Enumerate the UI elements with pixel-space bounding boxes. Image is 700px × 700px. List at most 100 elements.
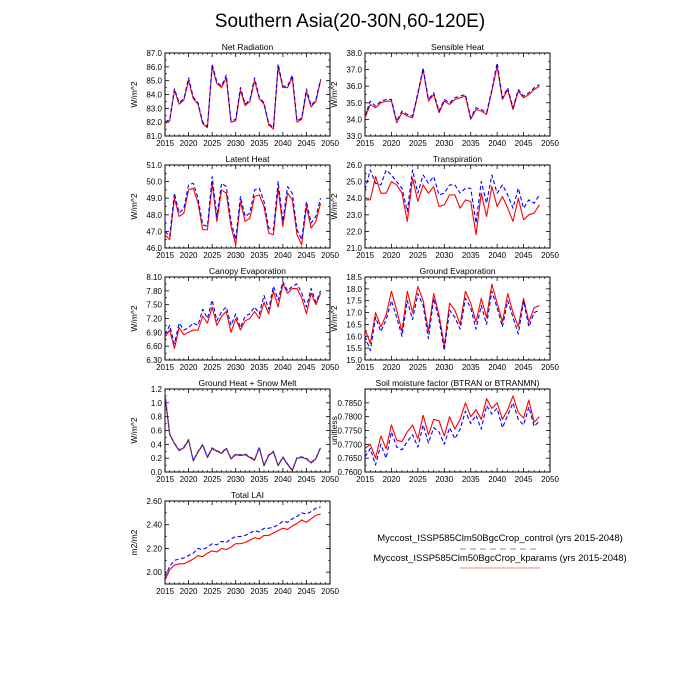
x-tick-label: 2035 <box>250 363 268 372</box>
x-tick-label: 2030 <box>435 251 453 260</box>
series-line-control <box>364 402 540 466</box>
y-tick-label: 0.7600 <box>338 468 363 477</box>
series-line-kparams <box>364 395 540 459</box>
legend-entry-control-label: Myccost_ISSP585Clm50BgcCrop_control (yrs… <box>377 533 623 544</box>
x-tick-label: 2020 <box>383 363 401 372</box>
x-tick-label: 2025 <box>409 475 427 484</box>
y-tick-label: 17.0 <box>346 309 362 318</box>
panel-ground-evaporation: Ground Evaporation W/m^2 2015 2020 2025 2030 2… <box>329 266 559 372</box>
panel-canopy-evaporation: Canopy Evaporation W/m^2 2015 2020 2025 2030 2… <box>129 266 339 372</box>
y-tick-label: 0.2 <box>151 454 163 463</box>
series-line-kparams <box>364 65 540 124</box>
y-tick-label: 18.0 <box>346 285 362 294</box>
y-tick-label: 1.2 <box>151 385 163 394</box>
x-tick-label: 2035 <box>250 251 268 260</box>
panel-title: Total LAI <box>231 490 264 500</box>
x-tick-label: 2050 <box>321 587 339 596</box>
series-line-control <box>164 506 321 578</box>
x-tick-label: 2015 <box>156 475 174 484</box>
x-tick-label: 2020 <box>180 139 198 148</box>
y-tick-label: 51.0 <box>146 161 162 170</box>
x-tick-label: 2025 <box>203 251 221 260</box>
chart-panels: Net Radiation W/m^2 2015 2020 2025 2030 2035 20… <box>129 42 559 596</box>
y-tick-label: 22.0 <box>346 227 362 236</box>
y-tick-label: 15.5 <box>346 344 362 353</box>
y-axis-label: W/m^2 <box>329 81 339 107</box>
x-tick-label: 2030 <box>227 251 245 260</box>
panel-soil-moisture-factor: Soil moisture factor (BTRAN or BTRANMN) u… <box>329 378 559 484</box>
x-tick-label: 2030 <box>227 587 245 596</box>
y-tick-label: 17.5 <box>346 297 362 306</box>
panel-title: Sensible Heat <box>431 42 485 52</box>
x-tick-label: 2035 <box>462 251 480 260</box>
series-line-kparams <box>164 513 321 581</box>
panel-transpiration: Transpiration W/m^2 2015 2020 2025 2030 2035 20… <box>329 154 559 260</box>
x-tick-label: 2020 <box>180 363 198 372</box>
series-line-kparams <box>364 283 540 347</box>
y-tick-label: 21.0 <box>346 244 362 253</box>
y-tick-label: 15.0 <box>346 356 362 365</box>
y-tick-label: 0.7700 <box>338 440 363 449</box>
series-line-kparams <box>164 66 322 130</box>
x-tick-label: 2030 <box>435 475 453 484</box>
y-tick-label: 6.30 <box>146 356 162 365</box>
x-tick-label: 2020 <box>383 251 401 260</box>
x-tick-label: 2030 <box>435 139 453 148</box>
x-tick-label: 2045 <box>515 475 533 484</box>
y-tick-label: 87.0 <box>146 49 162 58</box>
y-tick-label: 25.0 <box>346 178 362 187</box>
y-tick-label: 85.0 <box>146 77 162 86</box>
x-tick-label: 2015 <box>356 475 374 484</box>
x-tick-label: 2050 <box>541 139 559 148</box>
x-tick-label: 2025 <box>203 475 221 484</box>
x-tick-label: 2035 <box>250 475 268 484</box>
y-tick-label: 7.20 <box>146 315 162 324</box>
x-tick-label: 2045 <box>515 251 533 260</box>
y-tick-label: 0.4 <box>151 440 163 449</box>
x-tick-label: 2045 <box>298 363 316 372</box>
y-axis-label: W/m^2 <box>329 193 339 219</box>
y-tick-label: 0.7650 <box>338 454 363 463</box>
x-tick-label: 2030 <box>227 363 245 372</box>
y-tick-label: 16.0 <box>346 332 362 341</box>
y-axis-label: W/m^2 <box>129 305 139 331</box>
panel-title: Transpiration <box>433 154 483 164</box>
y-axis-label: W/m^2 <box>129 193 139 219</box>
y-axis-label: W/m^2 <box>329 305 339 331</box>
panel-title: Canopy Evaporation <box>209 266 286 276</box>
legend: Myccost_ISSP585Clm50BgcCrop_control (yrs… <box>373 533 627 569</box>
figure-title: Southern Asia(20-30N,60-120E) <box>215 11 485 32</box>
y-tick-label: 35.0 <box>346 99 362 108</box>
panel-title: Latent Heat <box>226 154 271 164</box>
x-tick-label: 2015 <box>156 251 174 260</box>
panel-sensible-heat: Sensible Heat W/m^2 2015 2020 2025 2030 2035 20… <box>329 42 559 148</box>
y-tick-label: 0.0 <box>151 468 163 477</box>
panel-title: Ground Evaporation <box>419 266 495 276</box>
x-tick-label: 2045 <box>298 475 316 484</box>
y-axis-label: m2/m2 <box>129 529 139 555</box>
y-axis-label: unitless <box>329 416 339 445</box>
y-axis-label: W/m^2 <box>129 81 139 107</box>
y-tick-label: 33.0 <box>346 132 362 141</box>
series-line-kparams <box>365 176 540 236</box>
y-tick-label: 0.7850 <box>338 399 363 408</box>
x-tick-label: 2050 <box>541 475 559 484</box>
x-tick-label: 2045 <box>298 251 316 260</box>
plot-frame <box>164 500 331 585</box>
y-tick-label: 0.8 <box>151 413 163 422</box>
y-tick-label: 83.0 <box>146 104 162 113</box>
x-tick-label: 2035 <box>462 475 480 484</box>
y-tick-label: 23.0 <box>346 211 362 220</box>
series-line-control <box>164 392 322 471</box>
plot-frame <box>164 164 331 249</box>
y-tick-label: 84.0 <box>146 91 162 100</box>
y-tick-label: 6.60 <box>146 342 162 351</box>
y-tick-label: 6.90 <box>146 328 162 337</box>
series-line-control <box>164 176 322 241</box>
x-tick-label: 2040 <box>488 475 506 484</box>
x-tick-label: 2020 <box>383 475 401 484</box>
y-tick-label: 82.0 <box>146 118 162 127</box>
plot-frame <box>164 388 331 473</box>
series-line-control <box>364 290 540 352</box>
